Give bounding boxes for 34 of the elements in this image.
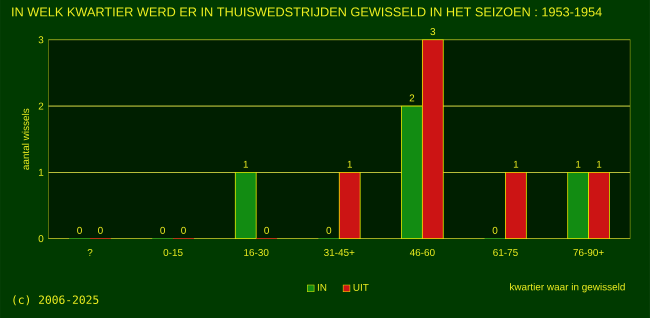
bar bbox=[505, 172, 527, 239]
data-label: 0 bbox=[160, 226, 166, 234]
x-tick-label: ? bbox=[88, 248, 92, 256]
data-label: 0 bbox=[77, 226, 82, 234]
data-label: 1 bbox=[514, 160, 518, 168]
y-tick-label: 2 bbox=[38, 102, 44, 110]
bar bbox=[338, 172, 361, 239]
bar bbox=[234, 172, 257, 239]
data-label: 0 bbox=[264, 226, 269, 234]
data-label: 1 bbox=[244, 160, 248, 168]
y-tick-label: 3 bbox=[38, 36, 44, 44]
data-label: 1 bbox=[348, 160, 352, 168]
legend-label: IN bbox=[318, 284, 326, 291]
data-label: 0 bbox=[492, 226, 498, 234]
x-tick-label: 31-45+ bbox=[324, 248, 354, 256]
x-tick-label: 0-15 bbox=[164, 248, 183, 256]
x-tick-label: 61-75 bbox=[493, 248, 518, 256]
chart-title: IN WELK KWARTIER WERD ER IN THUISWEDSTRIJDEN GEWISSELD IN HET SEIZOEN : 1953-1954 bbox=[12, 7, 602, 16]
data-label: 1 bbox=[596, 160, 602, 168]
x-axis-title: kwartier waar in gewisseld bbox=[510, 283, 625, 292]
y-tick-label: 0 bbox=[38, 235, 44, 242]
data-label: 2 bbox=[410, 94, 414, 102]
y-axis-title: aantal wissels bbox=[22, 108, 30, 170]
legend-label: UIT bbox=[354, 284, 369, 291]
data-label: 0 bbox=[326, 226, 332, 234]
x-tick-label: 46-60 bbox=[410, 248, 435, 256]
data-label: 1 bbox=[576, 160, 580, 168]
x-tick-label: 76-90+ bbox=[573, 248, 604, 256]
data-label: 0 bbox=[181, 226, 186, 234]
data-label: 3 bbox=[430, 28, 436, 36]
text: (c) 2006-2025 bbox=[13, 295, 98, 306]
y-tick-label: 1 bbox=[38, 168, 44, 176]
data-label: 0 bbox=[98, 226, 103, 234]
x-tick-label: 16-30 bbox=[244, 248, 268, 256]
